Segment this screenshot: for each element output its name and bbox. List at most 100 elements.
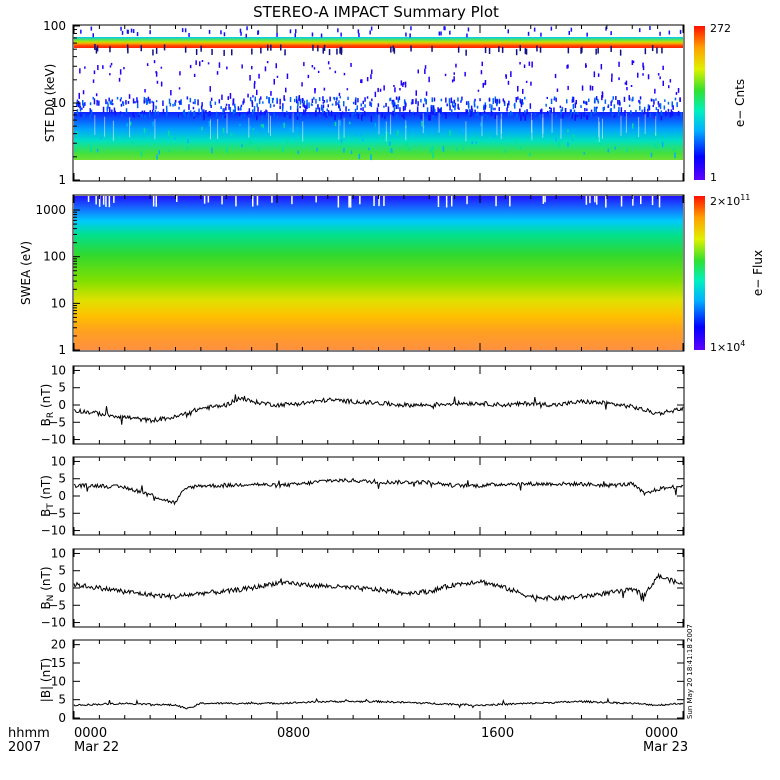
ste-count-speck: [639, 100, 641, 105]
ste-count-speck: [300, 113, 302, 117]
ste-data-gap: [129, 117, 131, 138]
ste-count-speck: [446, 103, 448, 107]
ste-count-speck: [214, 101, 217, 105]
ste-count-speck: [226, 66, 228, 70]
ste-count-speck: [547, 110, 549, 114]
ste-count-speck: [449, 30, 451, 35]
ste-count-speck: [229, 93, 232, 99]
ste-count-speck: [520, 115, 522, 121]
ste-count-speck: [580, 113, 582, 119]
ste-count-speck: [286, 114, 289, 118]
ste-count-speck: [638, 126, 641, 132]
ste-data-gap: [378, 114, 380, 135]
ste-count-speck: [128, 94, 131, 99]
ste-count-speck: [394, 102, 396, 107]
ste-count-speck: [120, 103, 123, 107]
ste-count-speck: [121, 113, 123, 117]
ste-count-speck: [279, 105, 281, 110]
ste-count-speck: [258, 98, 261, 105]
ste-count-speck: [331, 103, 334, 106]
ste-count-speck: [393, 107, 396, 113]
ste-count-speck: [573, 109, 576, 115]
ste-count-speck: [375, 112, 378, 118]
ste-count-speck: [187, 138, 189, 143]
bn-y-label-unit: (nT): [39, 566, 53, 594]
ste-count-speck: [431, 109, 434, 115]
ste-colorbar-min: 1: [710, 171, 717, 184]
ste-count-speck: [623, 96, 626, 102]
ste-count-speck: [437, 107, 439, 113]
ste-data-gap: [94, 114, 96, 135]
ste-count-speck: [296, 127, 299, 130]
ste-count-speck: [354, 108, 357, 115]
swea-gap-marker: [349, 196, 351, 206]
ste-count-speck: [568, 30, 570, 35]
ste-count-speck: [180, 99, 182, 105]
ste-count-speck: [371, 98, 373, 102]
ste-count-speck: [529, 152, 531, 157]
ste-count-speck: [183, 109, 186, 115]
ste-count-speck: [141, 110, 144, 114]
ste-count-speck: [354, 133, 357, 136]
ste-count-speck: [209, 101, 212, 106]
ste-count-speck: [385, 102, 387, 107]
br-tick-label: −5: [48, 415, 66, 429]
ste-count-speck: [553, 107, 555, 113]
ste-count-speck: [504, 149, 507, 153]
ste-count-speck: [574, 115, 576, 121]
ste-count-speck: [262, 101, 264, 104]
ste-count-speck: [510, 110, 512, 116]
ste-count-speck: [540, 32, 542, 37]
ste-count-speck: [296, 100, 298, 103]
ste-data-gap: [496, 115, 498, 136]
ste-count-speck: [299, 98, 302, 105]
ste-count-speck: [246, 26, 248, 31]
ste-count-speck: [89, 102, 92, 106]
ste-count-speck: [473, 100, 476, 106]
swea-gap-marker: [113, 196, 115, 203]
ste-count-speck: [554, 73, 557, 79]
ste-count-speck: [550, 98, 553, 104]
ste-count-speck: [310, 103, 313, 106]
ste-count-speck: [612, 96, 614, 100]
ste-count-speck: [440, 98, 443, 102]
ste-count-speck: [360, 107, 362, 111]
ste-count-speck: [410, 45, 412, 52]
ste-count-speck: [659, 103, 662, 110]
ste-data-gap: [270, 116, 271, 137]
ste-count-speck: [143, 96, 146, 101]
bt-y-label-main: B: [39, 509, 53, 517]
ste-count-speck: [92, 79, 95, 83]
ste-count-speck: [660, 110, 663, 116]
ste-count-speck: [630, 85, 633, 87]
ste-count-speck: [610, 45, 612, 52]
ste-count-speck: [491, 104, 493, 109]
ste-count-speck: [442, 145, 445, 152]
ste-count-speck: [341, 111, 344, 115]
ste-count-speck: [586, 114, 589, 120]
ste-count-speck: [210, 104, 212, 108]
ste-count-speck: [618, 106, 620, 112]
ste-count-speck: [243, 113, 246, 117]
ste-count-speck: [580, 105, 582, 108]
ste-high-energy-band: [74, 37, 683, 48]
ste-count-speck: [662, 65, 664, 70]
ste-count-speck: [284, 49, 286, 56]
ste-count-speck: [659, 76, 661, 80]
ste-count-speck: [630, 111, 632, 114]
ste-count-speck: [220, 106, 222, 110]
ste-count-speck: [600, 64, 603, 70]
swea-gap-marker: [605, 196, 607, 208]
ste-data-gap: [302, 121, 304, 142]
hhmm-label: hhmm: [8, 726, 50, 741]
ste-count-speck: [443, 26, 445, 31]
ste-count-speck: [271, 98, 274, 104]
bn-y-label: BN (nT): [39, 566, 56, 609]
ste-count-speck: [588, 98, 590, 102]
ste-count-speck: [584, 108, 586, 112]
ste-count-speck: [338, 103, 340, 109]
ste-count-speck: [555, 137, 557, 142]
ste-count-speck: [96, 45, 99, 52]
ste-count-speck: [109, 65, 112, 68]
ste-count-speck: [260, 47, 262, 54]
